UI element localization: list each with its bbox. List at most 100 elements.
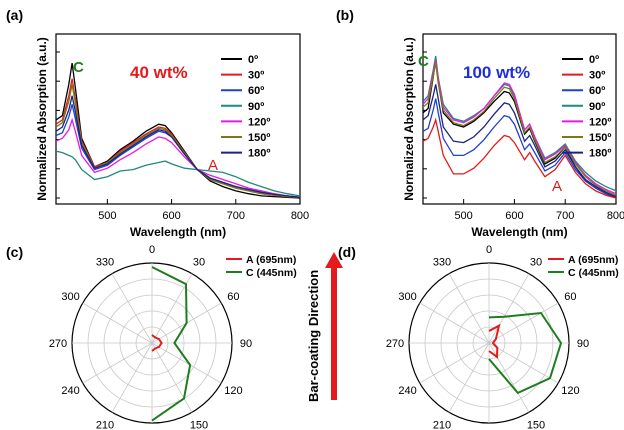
angle-tick-label: 240: [398, 385, 416, 397]
angle-tick-label: 0: [149, 244, 155, 256]
polar-spoke: [488, 342, 530, 413]
polar-legend-entry: A (695nm): [246, 254, 296, 266]
polar-spoke: [82, 342, 153, 384]
angle-tick-label: 300: [61, 291, 79, 303]
angle-tick-label: 210: [96, 419, 114, 430]
polar-legend-c: A (695nm)C (445nm): [226, 254, 297, 279]
plot-b: 500 600 700 800 Wavelength (nm) Normalized Ab…: [402, 33, 624, 239]
legend-entry: 90º: [248, 101, 264, 113]
angle-tick-label: 120: [561, 385, 579, 397]
angle-tick-label: 300: [398, 291, 416, 303]
polar-spoke: [151, 342, 193, 413]
legend-entry: 180º: [589, 148, 611, 160]
legend-entry: 30º: [248, 70, 264, 82]
legend-entry: 60º: [589, 85, 605, 97]
peak-a-label-b: A: [552, 178, 562, 195]
legend-a: 0º 30º 60º 90º 120º 150º 180º: [221, 54, 270, 160]
x-tick-label: 700: [556, 210, 574, 222]
series-line: [55, 95, 301, 198]
legend-entry: 90º: [589, 101, 605, 113]
polar-spoke: [488, 273, 530, 344]
polar-legend-d: A (695nm)C (445nm): [548, 254, 619, 279]
x-tick-label: 800: [291, 210, 309, 222]
polar-spoke: [419, 302, 490, 344]
angle-tick-label: 270: [386, 338, 404, 350]
angle-tick-label: 150: [190, 419, 208, 430]
angle-tick-label: 30: [530, 257, 542, 269]
series-line: [55, 84, 301, 198]
angle-tick-label: 210: [433, 419, 451, 430]
series-line: [55, 63, 301, 199]
polar-legend-entry: C (445nm): [568, 267, 619, 279]
x-axis-label: Wavelength (nm): [471, 225, 567, 239]
angle-tick-label: 30: [193, 257, 205, 269]
polar-series-line: [488, 311, 563, 395]
polar-plot-d: 0306090120150180210240270300330: [386, 244, 589, 430]
angle-tick-label: 330: [433, 257, 451, 269]
series-line: [422, 117, 617, 199]
legend-entry: 150º: [589, 132, 611, 144]
panel-c-label: (c): [6, 244, 23, 260]
x-tick-label: 600: [505, 210, 523, 222]
angle-tick-label: 60: [227, 291, 239, 303]
angle-tick-label: 330: [96, 257, 114, 269]
peak-c-label-b: C: [418, 53, 429, 70]
polar-spoke: [488, 302, 559, 344]
x-tick-label: 700: [227, 210, 245, 222]
peak-a-label-a: A: [208, 157, 218, 174]
series-line: [422, 62, 617, 196]
polar-spoke: [448, 342, 490, 413]
angle-tick-label: 120: [224, 385, 242, 397]
polar-spoke: [111, 273, 153, 344]
polar-spoke: [488, 342, 559, 384]
polar-legend-entry: A (695nm): [568, 254, 618, 266]
legend-entry: 0º: [248, 54, 258, 66]
polar-series-line: [488, 323, 501, 359]
polar-series-line: [151, 334, 163, 352]
x-tick-label: 500: [454, 210, 472, 222]
panel-a-title: 40 wt%: [130, 63, 188, 82]
legend-entry: 120º: [589, 116, 611, 128]
x-tick-label: 600: [162, 210, 180, 222]
peak-c-label-a: C: [73, 59, 84, 76]
polar-plot-c: 0306090120150180210240270300330: [49, 244, 252, 430]
polar-spoke: [151, 342, 222, 384]
plot-frame: [422, 33, 617, 205]
legend-entry: 30º: [589, 70, 605, 82]
panel-b-label: (b): [336, 7, 354, 23]
angle-tick-label: 150: [527, 419, 545, 430]
polar-series-line: [151, 266, 192, 422]
legend-entry: 60º: [248, 85, 264, 97]
polar-spoke: [419, 342, 490, 384]
series-line: [55, 150, 301, 197]
panel-b-title: 100 wt%: [463, 63, 530, 82]
bar-coating-arrow: Bar-coating Direction: [306, 252, 343, 402]
plot-a: 500 600 700 800 Wavelength (nm) Normalized Ab…: [35, 33, 309, 239]
angle-tick-label: 0: [486, 244, 492, 256]
arrow-label: Bar-coating Direction: [306, 270, 321, 402]
legend-entry: 180º: [248, 148, 270, 160]
legend-entry: 120º: [248, 116, 270, 128]
angle-tick-label: 90: [240, 338, 252, 350]
polar-spoke: [448, 273, 490, 344]
x-axis-label: Wavelength (nm): [130, 225, 226, 239]
angle-tick-label: 60: [564, 291, 576, 303]
polar-spoke: [82, 302, 153, 344]
polar-legend-entry: C (445nm): [246, 267, 297, 279]
legend-entry: 150º: [248, 132, 270, 144]
panel-d-label: (d): [338, 244, 356, 260]
angle-tick-label: 90: [577, 338, 589, 350]
arrow-shape: [325, 252, 343, 400]
legend-b: 0º 30º 60º 90º 120º 150º 180º: [562, 54, 611, 160]
angle-tick-label: 270: [49, 338, 67, 350]
series-line: [422, 98, 617, 198]
angle-tick-label: 240: [61, 385, 79, 397]
series-line: [55, 117, 301, 198]
legend-entry: 0º: [589, 54, 599, 66]
y-axis-label: Normalized Absorption (a.u.): [35, 37, 49, 201]
y-axis-label: Normalized Absorption (a.u.): [402, 37, 416, 201]
x-tick-label: 800: [607, 210, 624, 222]
series-line: [422, 84, 617, 198]
polar-spoke: [111, 342, 153, 413]
